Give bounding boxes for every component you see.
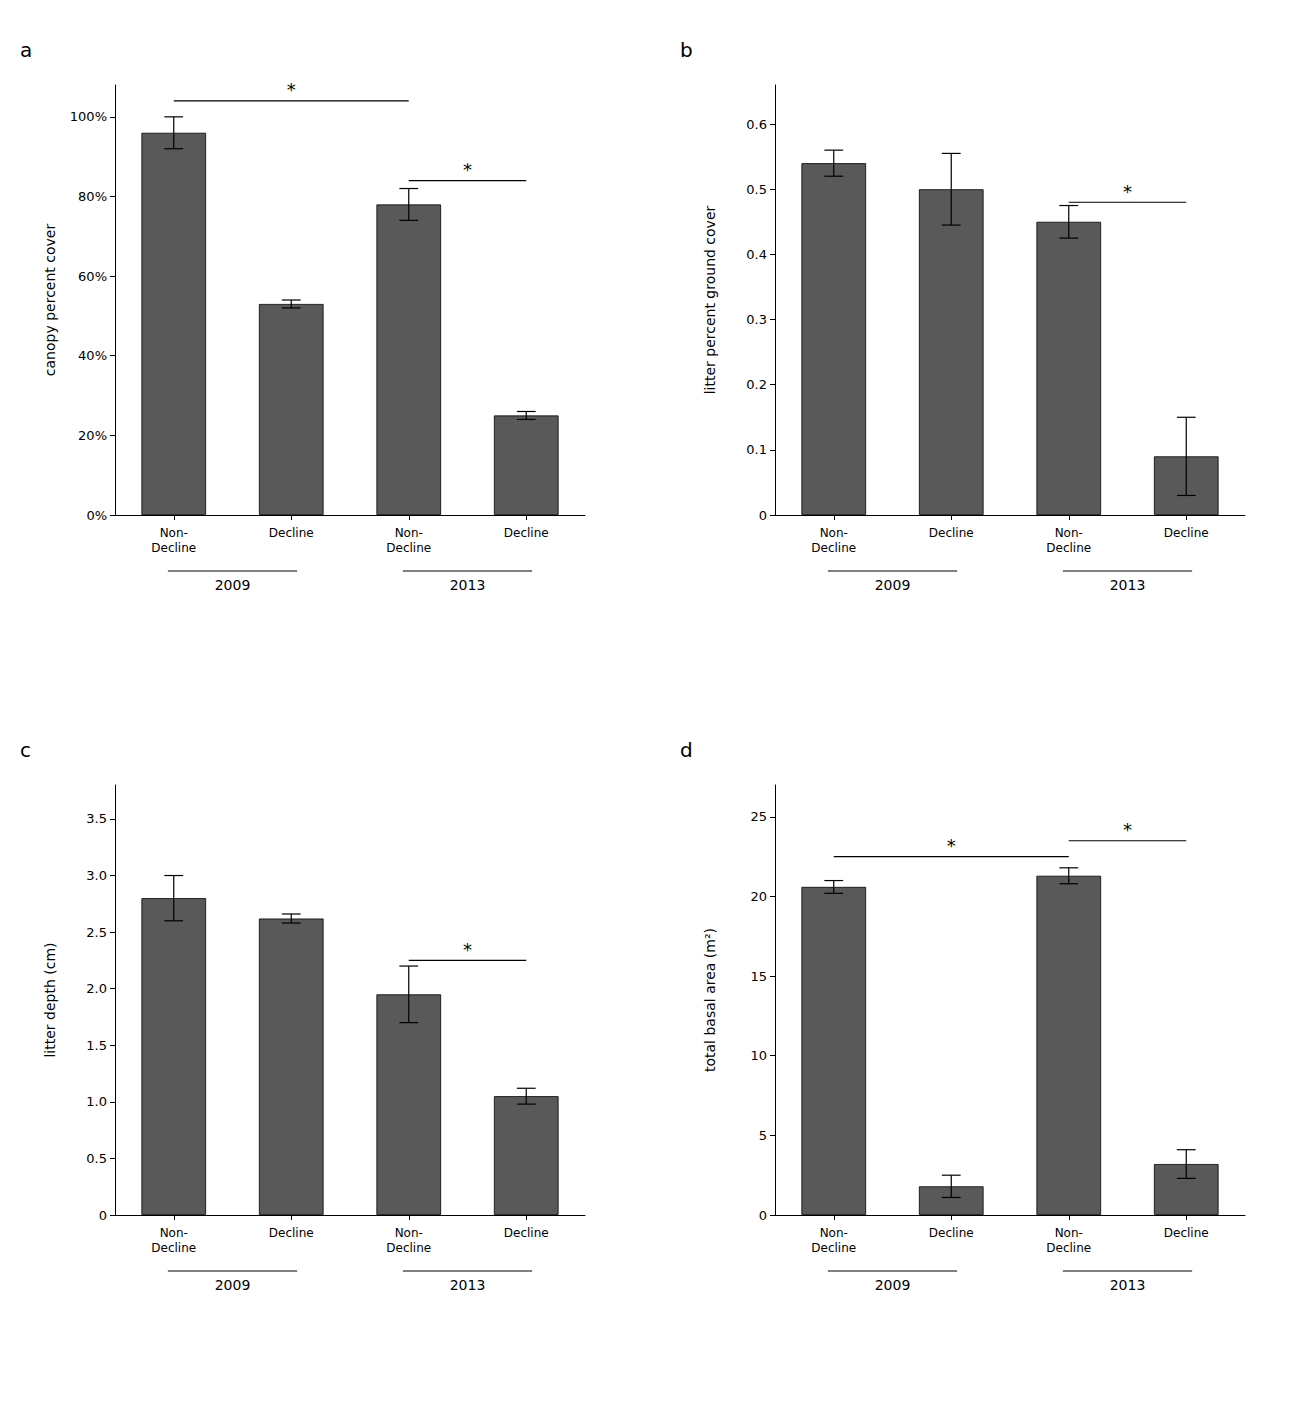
svg-text:2013: 2013 (450, 577, 486, 593)
svg-text:80%: 80% (78, 189, 107, 204)
svg-text:Non-: Non- (820, 1226, 848, 1240)
svg-text:Non-: Non- (160, 1226, 188, 1240)
svg-text:*: * (1123, 819, 1132, 840)
svg-text:Non-: Non- (820, 526, 848, 540)
svg-text:3.5: 3.5 (86, 811, 107, 826)
svg-text:5: 5 (759, 1128, 767, 1143)
svg-text:Decline: Decline (151, 1241, 196, 1255)
svg-text:0.4: 0.4 (746, 247, 767, 262)
svg-text:total basal area (m²): total basal area (m²) (702, 928, 718, 1072)
svg-text:60%: 60% (78, 269, 107, 284)
svg-text:a: a (20, 38, 32, 62)
svg-text:20: 20 (750, 889, 767, 904)
svg-text:0.6: 0.6 (746, 117, 767, 132)
svg-text:Decline: Decline (504, 526, 549, 540)
svg-text:canopy percent cover: canopy percent cover (42, 224, 58, 377)
svg-text:Decline: Decline (269, 526, 314, 540)
svg-text:1.0: 1.0 (86, 1094, 107, 1109)
svg-text:Non-: Non- (1055, 526, 1083, 540)
svg-text:2009: 2009 (215, 1277, 251, 1293)
svg-text:Decline: Decline (1046, 541, 1091, 555)
svg-text:Decline: Decline (386, 541, 431, 555)
svg-text:Decline: Decline (1164, 526, 1209, 540)
svg-text:15: 15 (750, 969, 767, 984)
svg-text:0%: 0% (86, 508, 107, 523)
svg-text:20%: 20% (78, 428, 107, 443)
svg-text:2013: 2013 (1110, 1277, 1146, 1293)
svg-text:0: 0 (99, 1208, 107, 1223)
svg-text:0.1: 0.1 (746, 442, 767, 457)
svg-text:*: * (463, 159, 472, 180)
svg-text:litter depth (cm): litter depth (cm) (42, 942, 58, 1057)
svg-text:Decline: Decline (151, 541, 196, 555)
svg-text:40%: 40% (78, 348, 107, 363)
svg-text:2013: 2013 (450, 1277, 486, 1293)
svg-text:2009: 2009 (875, 577, 911, 593)
svg-text:Decline: Decline (1046, 1241, 1091, 1255)
svg-text:Decline: Decline (269, 1226, 314, 1240)
svg-text:0: 0 (759, 1208, 767, 1223)
svg-text:b: b (680, 38, 693, 62)
svg-text:0.2: 0.2 (746, 377, 767, 392)
svg-text:Non-: Non- (395, 1226, 423, 1240)
svg-text:Decline: Decline (386, 1241, 431, 1255)
svg-text:2.0: 2.0 (86, 981, 107, 996)
svg-text:1.5: 1.5 (86, 1038, 107, 1053)
svg-text:Decline: Decline (811, 1241, 856, 1255)
svg-text:*: * (947, 835, 956, 856)
svg-text:Decline: Decline (929, 1226, 974, 1240)
svg-text:3.0: 3.0 (86, 868, 107, 883)
svg-text:0: 0 (759, 508, 767, 523)
svg-text:2013: 2013 (1110, 577, 1146, 593)
svg-text:d: d (680, 738, 693, 762)
svg-text:Decline: Decline (504, 1226, 549, 1240)
svg-text:100%: 100% (70, 109, 107, 124)
svg-text:litter percent ground cover: litter percent ground cover (702, 205, 718, 394)
svg-text:Decline: Decline (929, 526, 974, 540)
svg-text:Decline: Decline (811, 541, 856, 555)
svg-text:2.5: 2.5 (86, 925, 107, 940)
svg-text:25: 25 (750, 809, 767, 824)
svg-text:0.5: 0.5 (86, 1151, 107, 1166)
svg-text:c: c (20, 738, 31, 762)
svg-text:*: * (463, 939, 472, 960)
svg-text:Non-: Non- (160, 526, 188, 540)
svg-text:0.5: 0.5 (746, 182, 767, 197)
svg-text:*: * (1123, 181, 1132, 202)
svg-text:Non-: Non- (1055, 1226, 1083, 1240)
svg-text:*: * (287, 79, 296, 100)
svg-text:2009: 2009 (215, 577, 251, 593)
svg-text:10: 10 (750, 1048, 767, 1063)
svg-text:2009: 2009 (875, 1277, 911, 1293)
svg-text:Non-: Non- (395, 526, 423, 540)
svg-text:Decline: Decline (1164, 1226, 1209, 1240)
svg-text:0.3: 0.3 (746, 312, 767, 327)
